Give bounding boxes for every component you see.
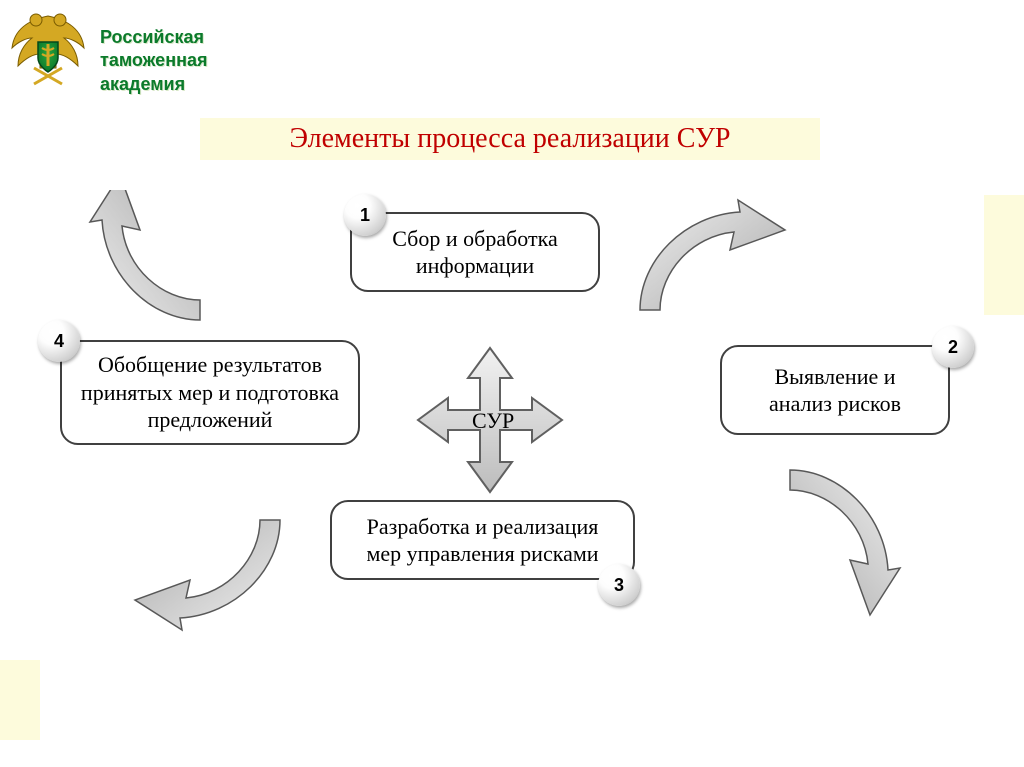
cycle-arrow-a12 (640, 200, 785, 310)
node-label-4: Обобщение результатовпринятых мер и подг… (81, 351, 339, 434)
node-badge-3: 3 (598, 564, 640, 606)
node-label-3: Разработка и реализациямер управления ри… (366, 513, 598, 568)
node-box-1: Сбор и обработкаинформации (350, 212, 600, 292)
header: Российская таможенная академия (8, 8, 207, 98)
cycle-diagram: СУР Сбор и обработкаинформации1 Выявление… (0, 190, 1024, 730)
org-line-2: таможенная (100, 49, 207, 72)
cycle-arrow-a34 (135, 520, 280, 630)
org-name: Российская таможенная академия (100, 26, 207, 96)
node-label-2: Выявление ианализ рисков (769, 363, 901, 418)
cycle-arrow-a41 (90, 190, 200, 320)
node-box-2: Выявление ианализ рисков (720, 345, 950, 435)
customs-emblem-icon (8, 8, 88, 98)
org-line-1: Российская (100, 26, 207, 49)
center-label: СУР (472, 408, 514, 434)
node-badge-2: 2 (932, 326, 974, 368)
title-banner: Элементы процесса реализации СУР (200, 118, 820, 160)
org-line-3: академия (100, 73, 207, 96)
node-box-4: Обобщение результатовпринятых мер и подг… (60, 340, 360, 445)
node-badge-4: 4 (38, 320, 80, 362)
center-cross: СУР (400, 340, 580, 520)
cycle-arrow-a23 (790, 470, 900, 615)
node-box-3: Разработка и реализациямер управления ри… (330, 500, 635, 580)
node-badge-1: 1 (344, 194, 386, 236)
node-label-1: Сбор и обработкаинформации (392, 225, 558, 280)
page-title: Элементы процесса реализации СУР (290, 123, 731, 155)
